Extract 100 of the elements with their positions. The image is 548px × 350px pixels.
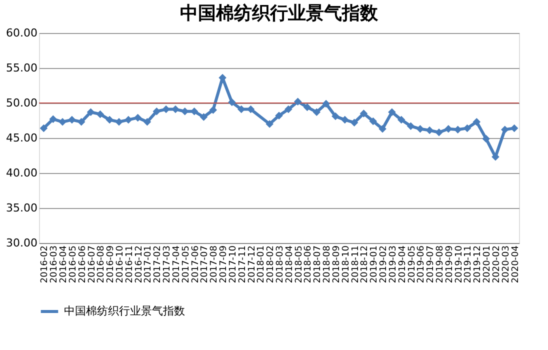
x-tick-label: 2016-07 — [87, 246, 98, 284]
y-tick-label: 40.00 — [6, 166, 38, 180]
point — [510, 124, 518, 132]
point — [463, 124, 472, 132]
point — [501, 126, 509, 134]
x-tick-label: 2017-01 — [144, 246, 154, 284]
point — [40, 124, 48, 132]
point — [294, 98, 302, 106]
point — [96, 110, 104, 118]
x-tick-label: 2017-12 — [247, 246, 258, 284]
point — [209, 106, 217, 114]
point — [68, 116, 76, 124]
y-tick-label: 60.00 — [6, 26, 38, 40]
x-tick-label: 2019-05 — [407, 246, 418, 284]
x-tick-label: 2018-01 — [256, 246, 267, 284]
point — [397, 116, 406, 124]
y-tick-label: 50.00 — [6, 96, 38, 110]
x-tick-label: 2019-09 — [444, 245, 455, 284]
point — [406, 122, 415, 130]
point — [49, 115, 57, 123]
point — [134, 114, 142, 122]
x-tick-label: 2016-04 — [59, 245, 70, 284]
point — [228, 98, 236, 106]
x-tick-label: 2016-11 — [124, 246, 135, 284]
point — [444, 125, 452, 133]
x-tick-label: 2019-03 — [388, 246, 398, 284]
y-tick-label: 35.00 — [6, 202, 38, 214]
x-tick-label: 2020-02 — [492, 246, 502, 284]
x-tick-label: 2019-07 — [426, 246, 436, 284]
x-tick-label: 2018-02 — [266, 246, 276, 284]
point — [200, 113, 208, 121]
x-tick-label: 2018-06 — [304, 245, 314, 284]
point — [266, 120, 274, 128]
x-tick-label: 2019-01 — [370, 246, 380, 284]
x-tick-label: 2016-05 — [68, 246, 78, 284]
point — [360, 110, 368, 118]
x-tick-label: 2018-09 — [332, 245, 342, 284]
x-tick-label: 2020-03 — [501, 246, 512, 284]
x-tick-label: 2019-12 — [473, 246, 484, 284]
x-tick-label: 2016-08 — [96, 245, 107, 284]
x-tick-label: 2017-10 — [228, 245, 238, 284]
point — [275, 112, 283, 120]
point — [106, 116, 114, 124]
point — [369, 117, 377, 126]
x-tick-label: 2019-02 — [379, 246, 390, 284]
point — [115, 118, 123, 126]
point — [472, 118, 481, 126]
x-tick-label: 2018-12 — [360, 246, 370, 284]
x-tick-label: 2017-06 — [190, 245, 201, 284]
x-tick-label: 2016-03 — [50, 246, 60, 284]
x-tick-label: 2019-11 — [464, 246, 474, 284]
x-tick-label: 2019-06 — [416, 245, 427, 284]
x-tick-label: 2020-01 — [482, 246, 493, 284]
point — [162, 105, 170, 114]
point — [284, 105, 292, 114]
point — [388, 108, 396, 116]
x-tick-label: 2020-04 — [510, 245, 521, 284]
y-tick-label: 30.00 — [6, 236, 38, 250]
x-tick-label: 2017-03 — [162, 246, 173, 284]
x-tick-label: 2016-02 — [40, 246, 50, 284]
x-tick-label: 2016-10 — [116, 245, 126, 284]
point — [482, 134, 490, 143]
point — [435, 128, 443, 136]
point — [426, 126, 434, 134]
point — [143, 118, 152, 126]
x-tick-label: 2016-09 — [106, 245, 116, 284]
x-tick-label: 2019-08 — [436, 245, 446, 284]
y-tick-label: 55.00 — [6, 62, 38, 74]
x-tick-label: 2018-04 — [284, 245, 295, 284]
point — [303, 103, 312, 112]
point — [378, 125, 386, 133]
point — [416, 125, 424, 133]
chart-title: 中国棉纺织行业景气指数 — [180, 3, 379, 24]
x-tick-label: 2019-04 — [398, 245, 408, 284]
x-tick-label: 2017-08 — [210, 245, 220, 284]
point — [322, 100, 330, 108]
point — [332, 112, 340, 120]
x-tick-label: 2017-02 — [153, 246, 164, 284]
x-tick-label: 2017-09 — [219, 245, 230, 284]
point — [58, 118, 66, 126]
point — [152, 108, 161, 116]
x-tick-label: 2017-04 — [172, 245, 182, 284]
x-tick-label: 2016-06 — [78, 245, 88, 284]
point — [350, 118, 358, 126]
y-tick-label: 45.00 — [6, 132, 38, 144]
x-tick-label: 2018-07 — [313, 246, 324, 284]
x-tick-label: 2018-05 — [294, 246, 304, 284]
x-tick-label: 2018-10 — [341, 245, 352, 284]
point — [86, 108, 95, 116]
x-tick-label: 2019-10 — [454, 245, 464, 284]
legend-label: 中国棉纺织行业景气指数 — [64, 304, 185, 318]
x-tick-label: 2018-08 — [322, 245, 333, 284]
point — [312, 108, 321, 116]
x-tick-label: 2018-11 — [350, 246, 361, 284]
x-tick-label: 2017-05 — [181, 246, 192, 284]
x-tick-label: 2016-12 — [134, 246, 144, 284]
point — [124, 116, 132, 124]
x-tick-label: 2017-07 — [200, 246, 210, 284]
x-tick-label: 2018-03 — [276, 246, 286, 284]
point — [77, 118, 86, 126]
